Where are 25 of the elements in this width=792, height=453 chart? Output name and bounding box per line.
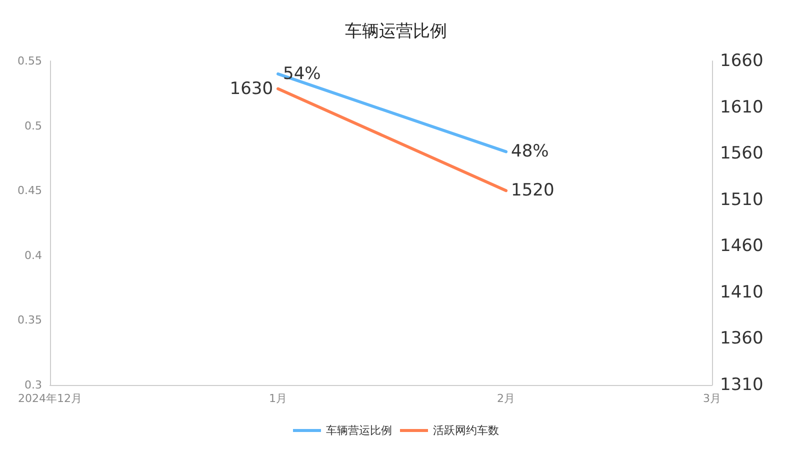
data-label: 1630 — [230, 78, 274, 99]
y-tick-label: 0.3 — [24, 378, 42, 392]
y-tick-label: 0.45 — [18, 184, 42, 198]
x-tick-label: 2024年12月 — [18, 392, 82, 405]
data-label: 48% — [511, 142, 549, 162]
x-tick-label: 2月 — [497, 392, 516, 405]
legend-label: 活跃网约车数 — [433, 424, 499, 437]
y2-tick-label: 1510 — [720, 190, 764, 210]
y2-tick-label: 1310 — [720, 375, 764, 395]
y2-tick-label: 1460 — [720, 236, 764, 256]
data-label: 54% — [283, 64, 321, 84]
y-tick-label: 0.35 — [18, 314, 42, 327]
y2-tick-label: 1560 — [720, 144, 764, 164]
y2-tick-label: 1610 — [720, 97, 764, 118]
x-tick-label: 1月 — [269, 392, 288, 405]
y-tick-label: 0.55 — [18, 54, 42, 68]
y-tick-label: 0.5 — [24, 119, 42, 132]
y2-tick-label: 1410 — [720, 282, 764, 302]
data-label: 1520 — [511, 180, 554, 201]
legend-label: 车辆营运比例 — [326, 424, 392, 437]
y2-tick-label: 1660 — [720, 51, 764, 71]
y-tick-label: 0.4 — [24, 248, 42, 262]
chart-title: 车辆运营比例 — [345, 22, 447, 42]
x-tick-label: 3月 — [703, 392, 721, 405]
y2-tick-label: 1360 — [720, 328, 764, 349]
